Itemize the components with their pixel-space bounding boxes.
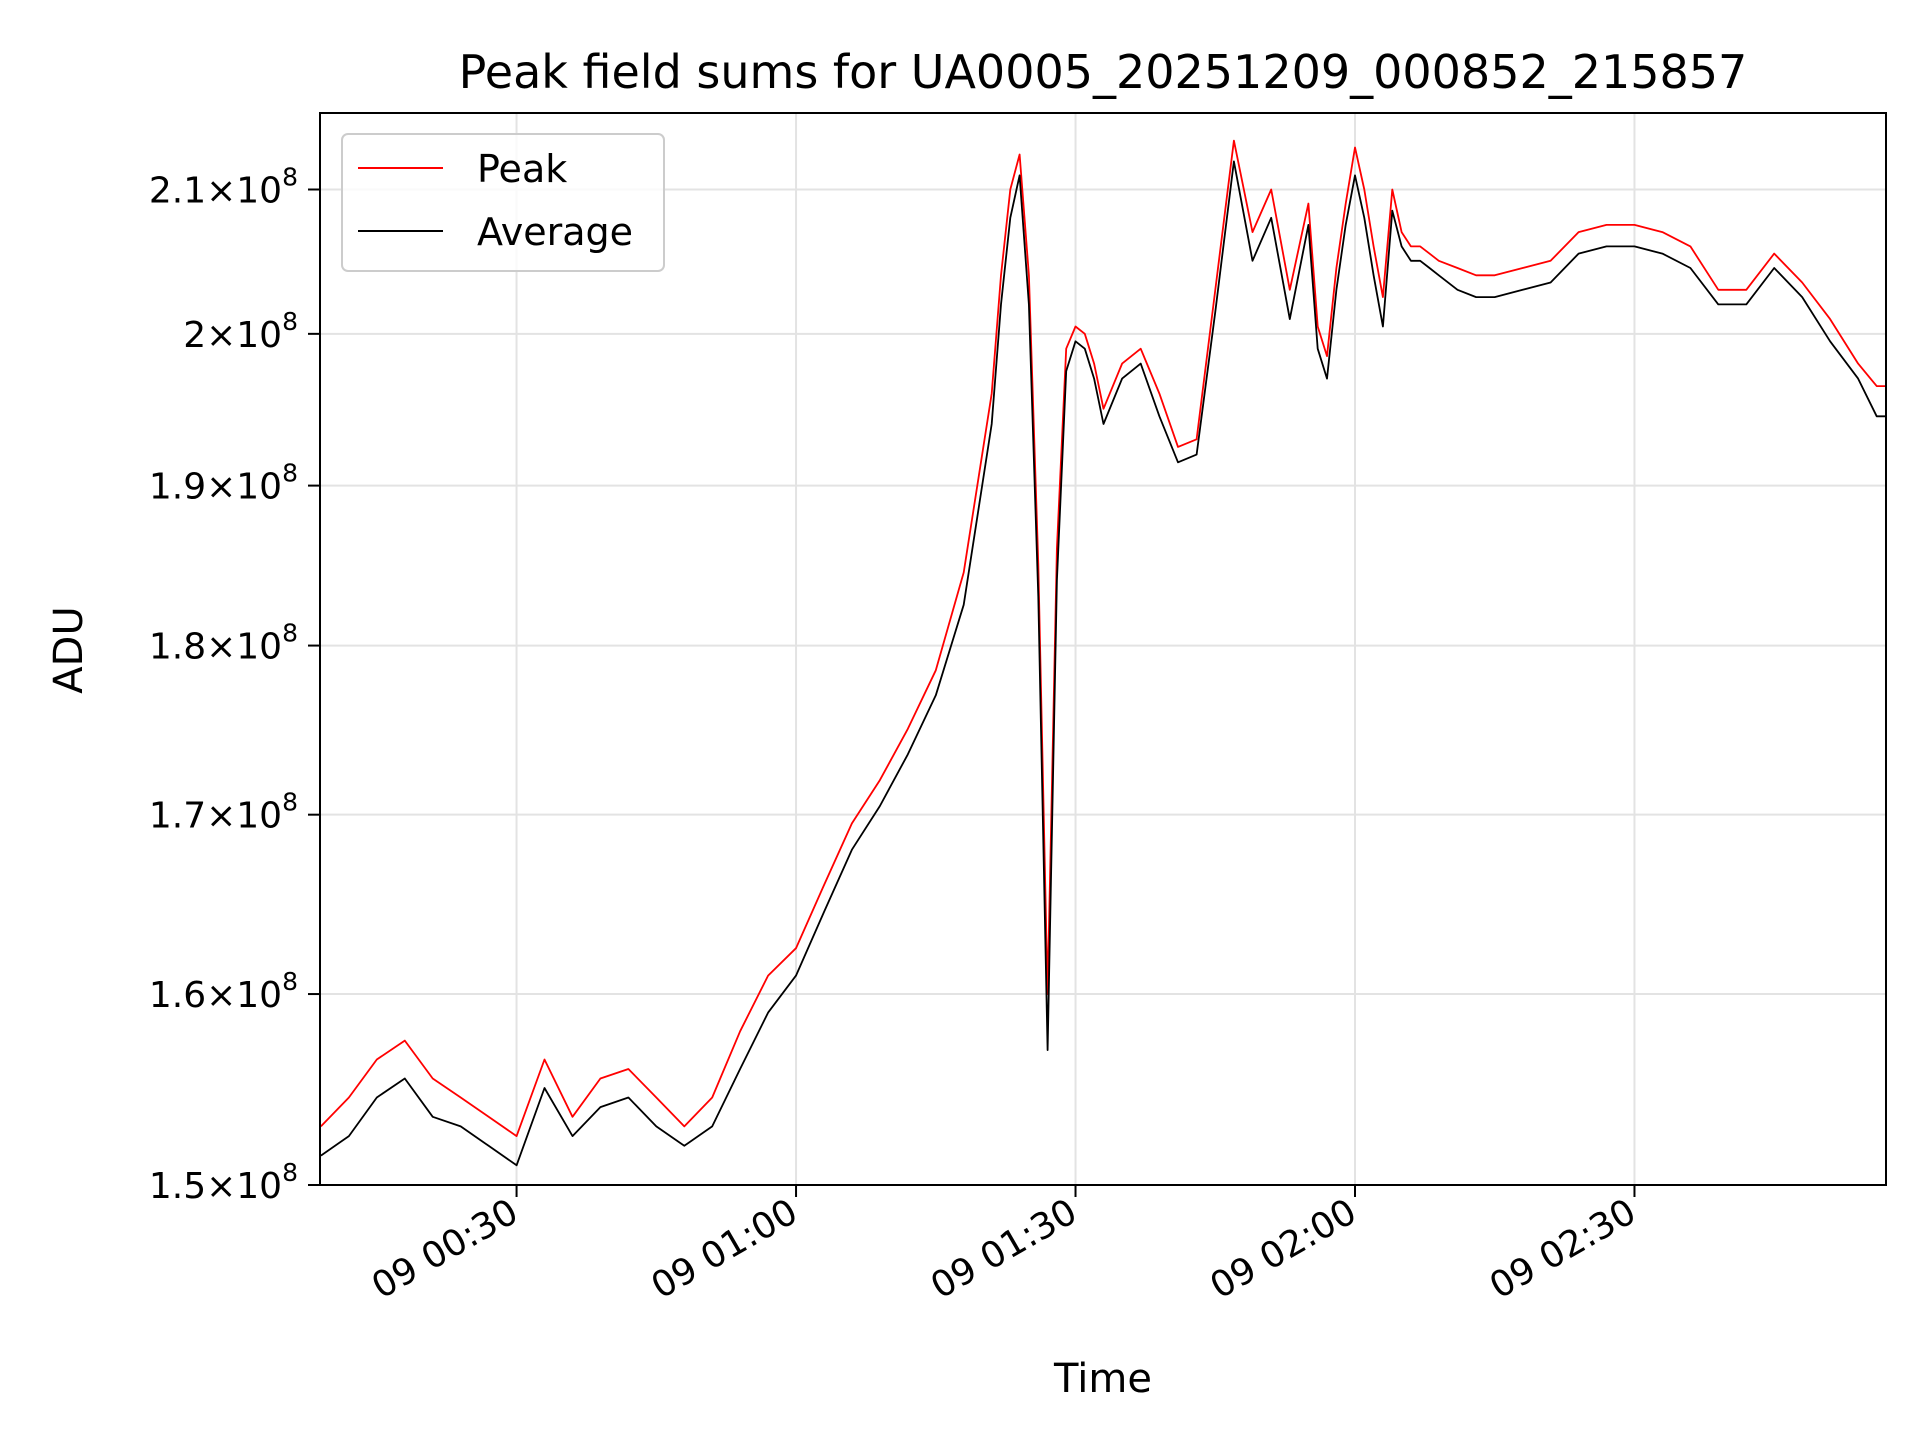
y-tick-mantissa: 2×10 xyxy=(183,315,282,356)
y-tick-mantissa: 1.5×10 xyxy=(149,1166,282,1207)
series-lines xyxy=(320,139,1886,1167)
y-tick-label: 1.7×108 xyxy=(149,788,298,837)
series-line-average xyxy=(320,160,1886,1167)
x-axis-label: Time xyxy=(1053,1356,1152,1402)
y-tick-mantissa: 1.8×10 xyxy=(149,627,282,668)
legend-label-average: Average xyxy=(477,210,633,254)
y-tick-label: 1.8×108 xyxy=(149,619,298,668)
y-axis-label: ADU xyxy=(46,606,92,693)
y-tick-label: 1.9×108 xyxy=(149,459,298,508)
y-tick-exponent: 8 xyxy=(282,1158,298,1187)
y-tick-exponent: 8 xyxy=(282,459,298,488)
y-tick-label: 1.6×108 xyxy=(149,967,298,1016)
series-line-peak xyxy=(320,139,1886,1137)
y-tick-exponent: 8 xyxy=(282,307,298,336)
y-tick-exponent: 8 xyxy=(282,162,298,191)
y-tick-label: 2.1×108 xyxy=(149,162,298,211)
y-tick-mantissa: 1.6×10 xyxy=(149,975,282,1016)
y-tick-mantissa: 2.1×10 xyxy=(149,170,282,211)
y-tick-exponent: 8 xyxy=(282,619,298,648)
y-axis-ticks: 1.5×1081.6×1081.7×1081.8×1081.9×1082×108… xyxy=(149,162,320,1207)
legend-label-peak: Peak xyxy=(477,147,567,191)
chart-title: Peak field sums for UA0005_20251209_0008… xyxy=(459,45,1748,99)
y-tick-mantissa: 1.7×10 xyxy=(149,796,282,837)
y-tick-label: 1.5×108 xyxy=(149,1158,298,1207)
y-tick-mantissa: 1.9×10 xyxy=(149,467,282,508)
legend: Peak Average xyxy=(341,133,665,272)
y-tick-label: 2×108 xyxy=(183,307,298,356)
y-tick-exponent: 8 xyxy=(282,967,298,996)
plot-frame xyxy=(319,112,1887,1186)
grid-lines xyxy=(320,113,1886,1186)
y-tick-exponent: 8 xyxy=(282,788,298,817)
